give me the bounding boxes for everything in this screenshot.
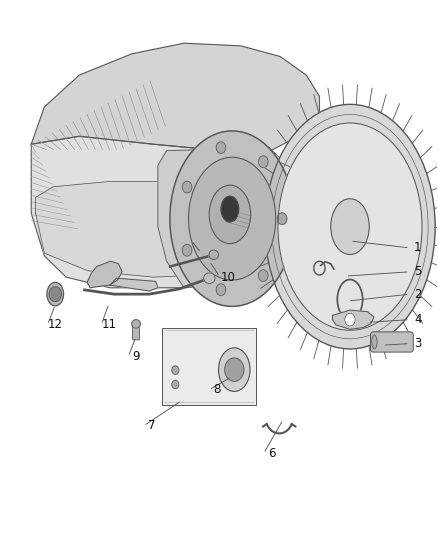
Text: 6: 6 (268, 447, 275, 460)
Polygon shape (293, 118, 319, 237)
Polygon shape (110, 278, 158, 291)
Ellipse shape (209, 250, 219, 260)
Ellipse shape (219, 348, 250, 391)
Text: 10: 10 (220, 271, 235, 284)
Polygon shape (35, 181, 293, 277)
Bar (162, 328, 256, 405)
Text: 11: 11 (102, 319, 117, 332)
Ellipse shape (331, 199, 369, 255)
Ellipse shape (132, 320, 141, 328)
Circle shape (49, 287, 61, 302)
Text: 8: 8 (213, 383, 220, 397)
Circle shape (182, 245, 192, 256)
Ellipse shape (170, 131, 294, 306)
Text: 2: 2 (414, 288, 421, 301)
Ellipse shape (372, 335, 377, 349)
Ellipse shape (188, 157, 276, 280)
Ellipse shape (209, 185, 251, 244)
Circle shape (345, 313, 355, 326)
Circle shape (216, 284, 226, 295)
Circle shape (258, 270, 268, 281)
Ellipse shape (278, 123, 422, 330)
Polygon shape (158, 150, 306, 288)
Text: 5: 5 (414, 265, 421, 278)
Ellipse shape (265, 104, 435, 349)
Text: 1: 1 (414, 241, 421, 254)
Polygon shape (31, 43, 319, 155)
Circle shape (172, 366, 179, 374)
Circle shape (277, 213, 287, 224)
Circle shape (172, 380, 179, 389)
Polygon shape (31, 136, 306, 288)
Polygon shape (87, 261, 122, 288)
FancyBboxPatch shape (133, 323, 140, 340)
Text: 3: 3 (414, 337, 421, 350)
Circle shape (216, 142, 226, 154)
Ellipse shape (47, 282, 64, 306)
Text: 9: 9 (132, 350, 140, 364)
Circle shape (258, 156, 268, 167)
Text: 12: 12 (48, 319, 63, 332)
Polygon shape (332, 310, 374, 329)
Circle shape (225, 358, 244, 381)
FancyBboxPatch shape (371, 332, 413, 352)
Text: 7: 7 (148, 419, 155, 432)
Ellipse shape (221, 196, 239, 222)
Circle shape (182, 181, 192, 193)
Text: 4: 4 (414, 313, 421, 326)
Ellipse shape (204, 273, 215, 284)
